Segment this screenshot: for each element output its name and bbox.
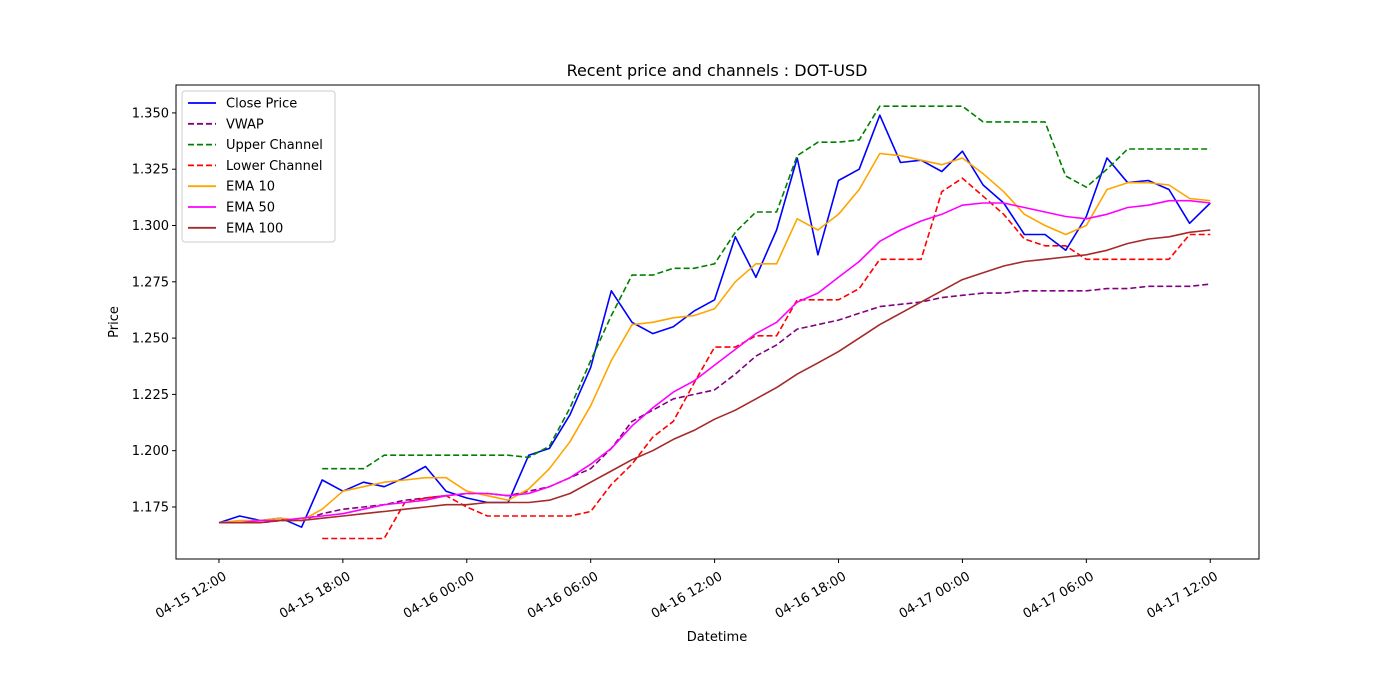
y-tick-label: 1.350 — [132, 106, 169, 121]
x-tick-label: 04-16 18:00 — [773, 569, 849, 622]
y-tick-label: 1.325 — [132, 163, 169, 178]
series-line-ema-10 — [218, 152, 1211, 524]
series-line-vwap — [219, 283, 1211, 524]
y-tick-label: 1.300 — [132, 219, 169, 234]
y-tick-label: 1.225 — [132, 388, 169, 403]
series-line-ema-100 — [219, 229, 1211, 524]
y-tick-label: 1.250 — [132, 332, 169, 347]
x-tick-label: 04-16 12:00 — [649, 569, 725, 622]
x-tick-label: 04-15 18:00 — [277, 569, 353, 622]
x-tick-label: 04-17 00:00 — [897, 569, 973, 622]
legend-entry: VWAP — [226, 117, 264, 132]
series-line-lower-channel — [322, 177, 1211, 540]
legend-entry: EMA 100 — [226, 221, 283, 236]
y-axis-label: Price — [107, 306, 122, 338]
y-axis: 1.175 1.200 1.225 1.250 1.275 1.300 1.325 1.350 — [132, 106, 176, 515]
x-axis-label: Datetime — [687, 630, 747, 645]
legend-entry: Lower Channel — [226, 159, 322, 174]
x-tick-label: 04-16 06:00 — [525, 569, 601, 622]
x-tick-label: 04-17 06:00 — [1021, 569, 1097, 622]
series-line-close-price — [218, 114, 1211, 528]
y-tick-label: 1.175 — [132, 500, 169, 515]
y-tick-label: 1.275 — [132, 275, 169, 290]
series-line-upper-channel — [322, 105, 1211, 470]
series-line-ema-50 — [219, 199, 1211, 524]
chart-title: Recent price and channels : DOT-USD — [567, 61, 868, 80]
y-tick-label: 1.200 — [132, 444, 169, 459]
x-tick-label: 04-16 00:00 — [401, 569, 477, 622]
x-tick-label: 04-15 12:00 — [153, 569, 229, 622]
plot-lines — [218, 105, 1211, 540]
legend-entry: Close Price — [226, 97, 297, 112]
legend-entry: Upper Channel — [226, 138, 323, 153]
axes-frame — [175, 84, 1260, 560]
x-axis: 04-15 12:00 04-15 18:00 04-16 00:00 04-16 0… — [153, 559, 1221, 622]
x-tick-label: 04-17 12:00 — [1145, 569, 1221, 622]
legend-entry: EMA 10 — [226, 180, 275, 195]
legend: Close Price VWAP Upper Channel Lower Channe… — [181, 90, 336, 243]
legend-entry: EMA 50 — [226, 201, 275, 216]
